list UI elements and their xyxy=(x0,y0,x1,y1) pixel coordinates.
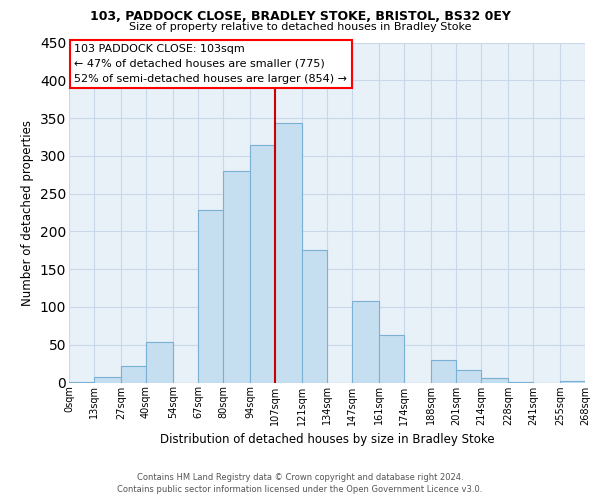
Bar xyxy=(275,124,302,382)
Y-axis label: Number of detached properties: Number of detached properties xyxy=(21,120,34,306)
Bar xyxy=(121,366,146,382)
X-axis label: Distribution of detached houses by size in Bradley Stoke: Distribution of detached houses by size … xyxy=(160,433,494,446)
Bar xyxy=(250,144,275,382)
Bar xyxy=(431,360,456,382)
Bar xyxy=(223,171,250,382)
Bar xyxy=(198,210,223,382)
Text: Size of property relative to detached houses in Bradley Stoke: Size of property relative to detached ho… xyxy=(129,22,471,32)
Bar xyxy=(560,381,585,382)
Bar xyxy=(94,377,121,382)
Text: 103, PADDOCK CLOSE, BRADLEY STOKE, BRISTOL, BS32 0EY: 103, PADDOCK CLOSE, BRADLEY STOKE, BRIST… xyxy=(89,10,511,23)
Bar xyxy=(146,342,173,382)
Text: Contains HM Land Registry data © Crown copyright and database right 2024.
Contai: Contains HM Land Registry data © Crown c… xyxy=(118,473,482,494)
Bar xyxy=(456,370,481,382)
Bar xyxy=(379,335,404,382)
Bar xyxy=(481,378,508,382)
Text: 103 PADDOCK CLOSE: 103sqm
← 47% of detached houses are smaller (775)
52% of semi: 103 PADDOCK CLOSE: 103sqm ← 47% of detac… xyxy=(74,44,347,84)
Bar xyxy=(352,301,379,382)
Bar xyxy=(302,250,327,382)
